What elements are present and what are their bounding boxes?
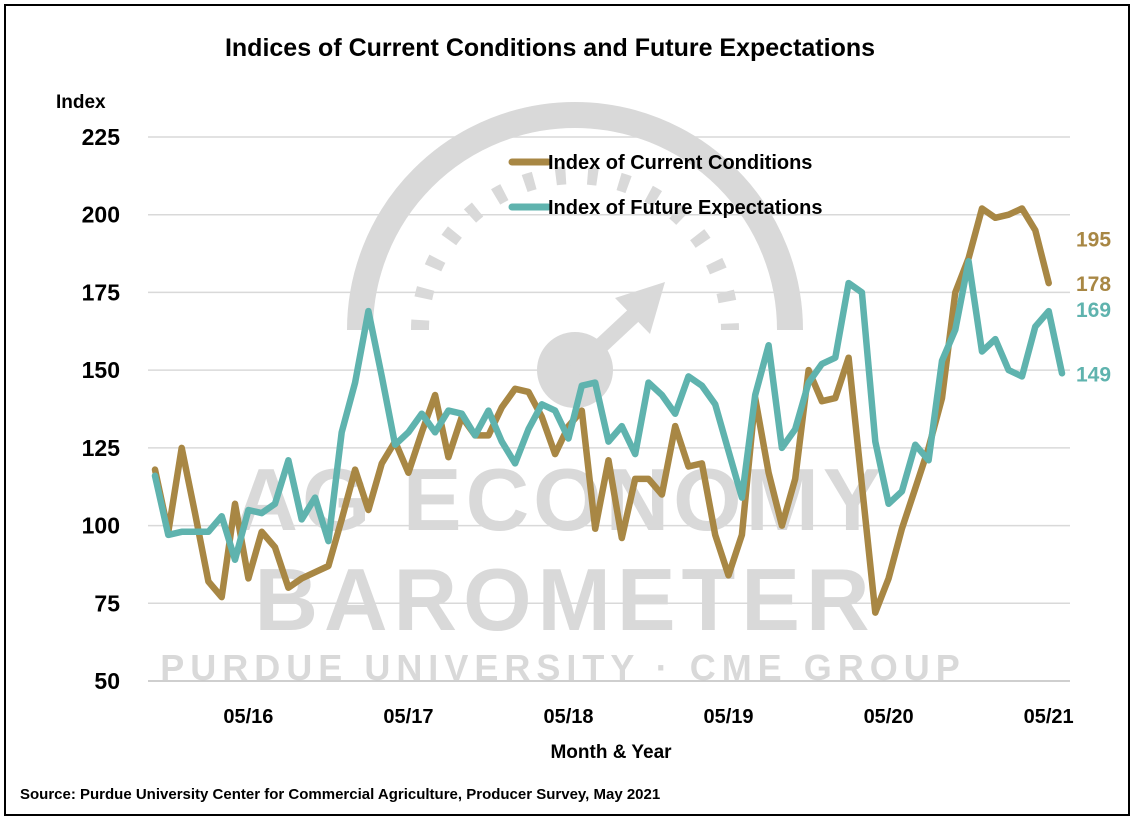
x-tick-label: 05/20 — [864, 706, 914, 728]
series-lines — [151, 205, 1066, 616]
y-tick-label: 200 — [82, 202, 120, 228]
y-axis-label: Index — [56, 92, 106, 113]
y-tick-label: 100 — [82, 513, 120, 539]
x-tick-label: 05/17 — [383, 706, 433, 728]
y-tick-label: 75 — [94, 590, 120, 616]
x-tick-label: 05/19 — [704, 706, 754, 728]
y-tick-label: 125 — [82, 435, 121, 461]
future-expectations-line — [151, 258, 1066, 564]
legend: Index of Current Conditions Index of Futu… — [508, 152, 822, 219]
watermark-line3: PURDUE UNIVERSITY · CME GROUP — [160, 647, 965, 688]
current-conditions-label-195: 195 — [1076, 228, 1111, 251]
future-expectations-label-169: 169 — [1076, 299, 1111, 322]
future-expectations-label-149: 149 — [1076, 363, 1111, 386]
watermark-arrowhead — [615, 282, 665, 334]
legend-label-current: Index of Current Conditions — [548, 152, 812, 174]
y-tick-label: 150 — [82, 357, 120, 383]
x-tick-label: 05/21 — [1024, 706, 1074, 728]
watermark-dial — [347, 102, 803, 331]
current-conditions-line — [151, 205, 1052, 616]
y-tick-label: 50 — [94, 668, 120, 694]
current-conditions-label-178: 178 — [1076, 273, 1111, 296]
x-tick-label: 05/18 — [543, 706, 593, 728]
y-axis-ticks: 50 75 100 125 150 175 200 225 — [82, 124, 121, 694]
watermark-line2: BAROMETER — [254, 550, 875, 649]
x-axis-label: Month & Year — [550, 742, 672, 763]
chart-title: Indices of Current Conditions and Future… — [224, 34, 876, 62]
y-tick-label: 225 — [82, 124, 121, 150]
end-labels: 195 178 169 149 — [1076, 228, 1111, 386]
y-tick-label: 175 — [82, 279, 121, 305]
x-axis-ticks: 05/16 05/17 05/18 05/19 05/20 05/21 — [223, 706, 1073, 728]
x-tick-label: 05/16 — [223, 706, 273, 728]
source-note: Source: Purdue University Center for Com… — [20, 786, 661, 803]
gridlines — [148, 136, 1070, 682]
legend-label-future: Index of Future Expectations — [548, 197, 822, 219]
